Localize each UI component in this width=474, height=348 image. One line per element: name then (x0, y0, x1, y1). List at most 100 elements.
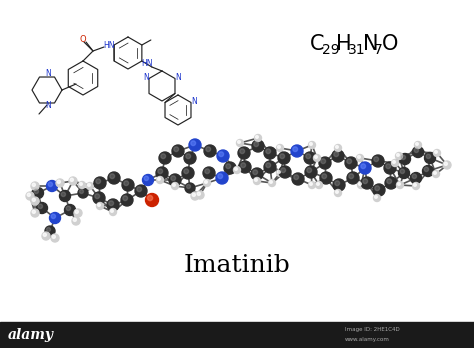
Text: HN: HN (141, 60, 153, 69)
Circle shape (432, 171, 439, 177)
Circle shape (51, 234, 59, 242)
Circle shape (336, 191, 338, 193)
Text: C: C (310, 34, 325, 54)
Circle shape (110, 209, 113, 212)
Circle shape (69, 177, 77, 185)
Circle shape (217, 150, 229, 162)
Circle shape (392, 160, 395, 163)
Circle shape (31, 197, 39, 205)
Circle shape (264, 147, 276, 159)
Circle shape (443, 161, 451, 169)
Circle shape (373, 184, 385, 196)
Circle shape (332, 150, 344, 162)
Circle shape (32, 198, 36, 201)
Circle shape (309, 142, 316, 149)
Text: alamy: alamy (8, 328, 54, 342)
Circle shape (182, 167, 194, 179)
Circle shape (315, 156, 318, 158)
Circle shape (278, 152, 290, 164)
Circle shape (313, 155, 320, 161)
Circle shape (110, 174, 115, 179)
Circle shape (316, 182, 322, 189)
Circle shape (255, 179, 257, 181)
Circle shape (174, 147, 179, 152)
Circle shape (399, 167, 410, 179)
Circle shape (435, 151, 438, 153)
Circle shape (426, 154, 430, 159)
Circle shape (43, 233, 46, 236)
Circle shape (375, 186, 380, 191)
Circle shape (205, 169, 210, 174)
Circle shape (280, 154, 284, 159)
Circle shape (46, 181, 57, 191)
Circle shape (88, 183, 91, 186)
Circle shape (204, 145, 216, 157)
Circle shape (281, 168, 286, 173)
Circle shape (237, 141, 240, 143)
Circle shape (395, 152, 402, 159)
Circle shape (33, 188, 44, 198)
Circle shape (51, 214, 55, 219)
Circle shape (266, 163, 271, 168)
Circle shape (137, 187, 142, 192)
Circle shape (416, 143, 419, 145)
Circle shape (169, 174, 181, 186)
Circle shape (307, 168, 311, 173)
Circle shape (61, 192, 65, 197)
Circle shape (396, 182, 403, 189)
Text: Image ID: 2HE1C4D: Image ID: 2HE1C4D (345, 327, 400, 332)
Circle shape (278, 171, 280, 173)
Circle shape (345, 157, 357, 169)
Circle shape (75, 210, 78, 213)
Circle shape (60, 190, 71, 201)
Circle shape (234, 166, 240, 174)
Circle shape (147, 196, 153, 201)
Text: N: N (191, 97, 197, 106)
Circle shape (205, 181, 207, 183)
Circle shape (252, 140, 264, 152)
Circle shape (333, 179, 345, 191)
Circle shape (357, 156, 360, 158)
Circle shape (172, 145, 184, 157)
Circle shape (294, 175, 299, 180)
Circle shape (361, 177, 373, 189)
Circle shape (363, 179, 368, 184)
Circle shape (135, 185, 147, 197)
Circle shape (401, 155, 406, 159)
Circle shape (385, 177, 397, 189)
Circle shape (309, 182, 316, 189)
Circle shape (237, 140, 244, 147)
Circle shape (239, 161, 251, 173)
Circle shape (372, 155, 384, 167)
Text: Imatinib: Imatinib (183, 254, 291, 277)
Circle shape (264, 161, 276, 173)
Circle shape (251, 168, 263, 180)
Text: O: O (382, 34, 398, 54)
Circle shape (357, 182, 365, 189)
Bar (0, 322, 474, 348)
Circle shape (293, 147, 298, 152)
Circle shape (374, 157, 379, 161)
Circle shape (34, 189, 38, 193)
Circle shape (97, 203, 103, 209)
Circle shape (98, 204, 100, 206)
Circle shape (31, 209, 39, 217)
Circle shape (374, 195, 381, 201)
Text: 7: 7 (374, 43, 383, 57)
Text: O: O (80, 34, 86, 44)
Circle shape (434, 150, 440, 157)
Text: N: N (45, 70, 51, 79)
Circle shape (32, 183, 36, 187)
Circle shape (266, 149, 271, 153)
Text: N: N (175, 73, 181, 82)
Circle shape (425, 152, 436, 164)
Circle shape (319, 157, 331, 169)
Circle shape (109, 208, 117, 215)
Circle shape (410, 173, 421, 183)
Circle shape (206, 147, 210, 152)
Circle shape (203, 180, 210, 187)
Circle shape (254, 177, 261, 184)
Circle shape (143, 174, 154, 185)
Circle shape (292, 173, 304, 185)
Circle shape (224, 162, 236, 174)
